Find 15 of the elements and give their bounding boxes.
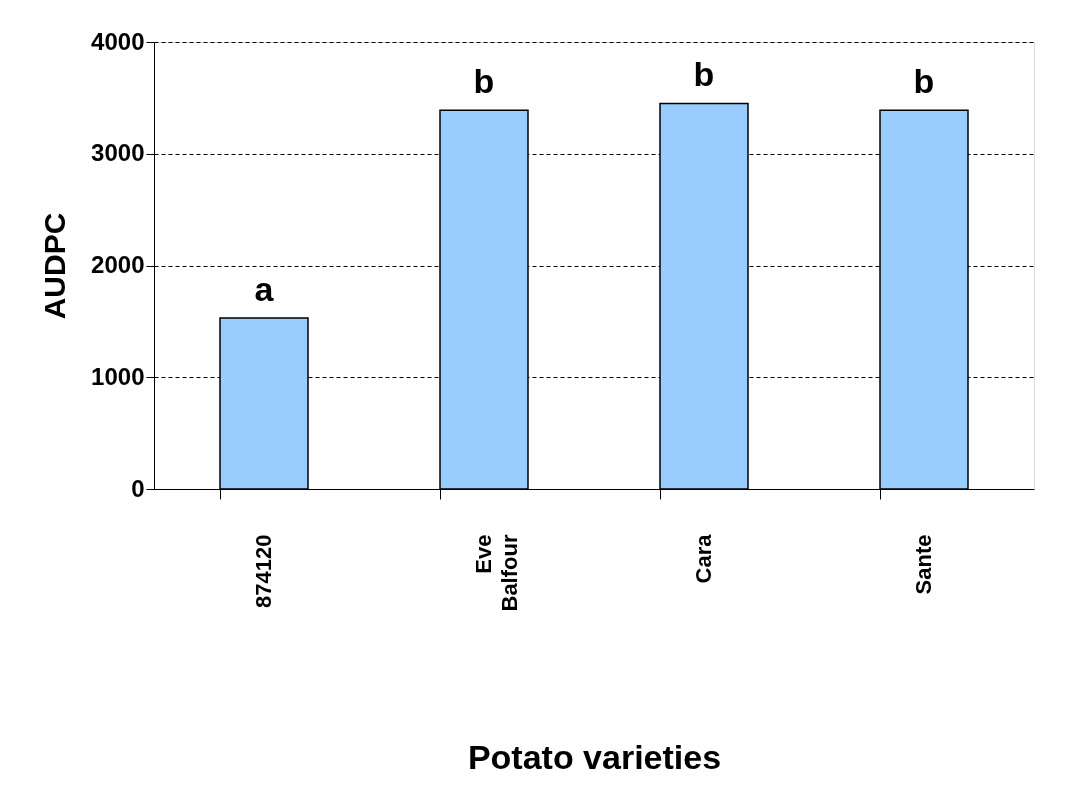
y-tick-label: 0: [131, 474, 145, 502]
x-tick-label: 874120: [251, 534, 276, 608]
annotation: a: [254, 270, 275, 309]
x-tick-label: Cara: [691, 533, 716, 584]
y-tick-label: 1000: [91, 362, 145, 390]
x-axis-title: Potato varieties: [467, 737, 722, 776]
x-tick-label: Eve Balfour: [471, 534, 522, 612]
y-tick-label: 2000: [91, 251, 145, 278]
x-tick-label: Sante: [911, 534, 936, 595]
y-tick-label: 3000: [91, 139, 145, 167]
annotation: b: [913, 62, 935, 101]
annotation: b: [473, 62, 495, 101]
y-axis-title: AUDPC: [38, 212, 72, 320]
annotation: b: [693, 55, 715, 94]
y-tick-label: 4000: [91, 27, 145, 55]
